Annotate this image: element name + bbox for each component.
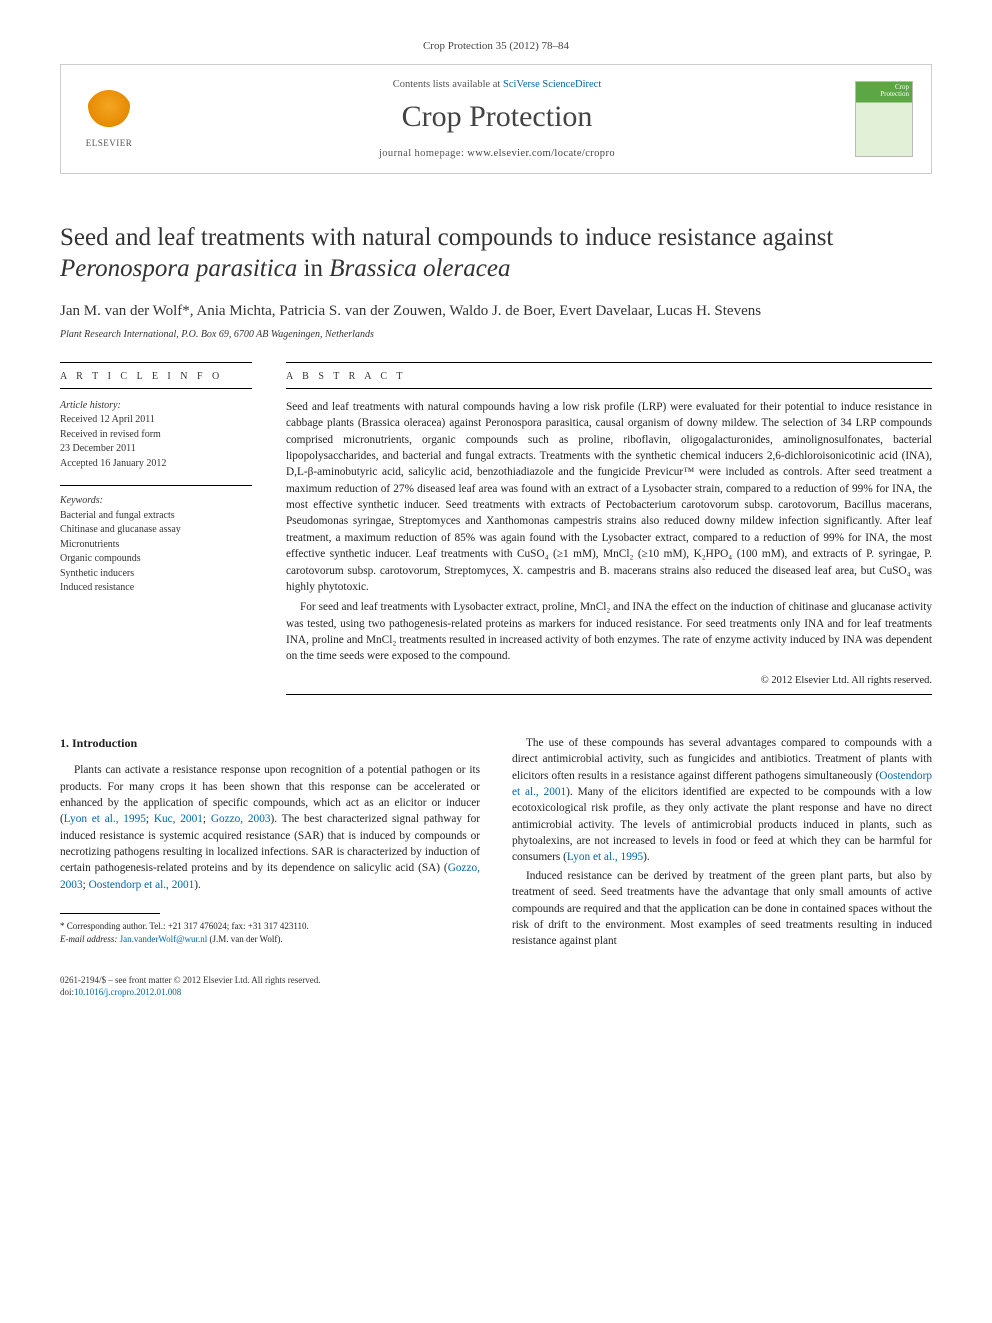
body-columns: 1. Introduction Plants can activate a re…: [60, 735, 932, 952]
keyword-3: Micronutrients: [60, 538, 252, 553]
doi-line: doi:10.1016/j.cropro.2012.01.008: [60, 986, 932, 999]
revised-line-2: 23 December 2011: [60, 442, 252, 457]
section-1-heading: 1. Introduction: [60, 735, 480, 752]
history-label: Article history:: [60, 399, 252, 414]
intro-p1-c: ;: [203, 813, 211, 825]
journal-name: Crop Protection: [139, 100, 855, 134]
ref-kuc-2001[interactable]: Kuc, 2001: [154, 813, 203, 825]
info-abstract-row: A R T I C L E I N F O Article history: R…: [60, 362, 932, 695]
title-part-1: Seed and leaf treatments with natural co…: [60, 224, 833, 251]
intro-p2-c: ).: [643, 851, 650, 863]
abstract-text: Seed and leaf treatments with natural co…: [286, 399, 932, 665]
title-species-2: Brassica oleracea: [329, 255, 510, 282]
homepage-link[interactable]: www.elsevier.com/locate/cropro: [467, 148, 615, 159]
intro-p3: Induced resistance can be derived by tre…: [512, 868, 932, 950]
homepage-prefix: journal homepage:: [379, 148, 467, 159]
corr-fax: +31 317 423110.: [248, 921, 309, 931]
homepage-line: journal homepage: www.elsevier.com/locat…: [139, 148, 855, 159]
abstract-end-rule: [286, 694, 932, 695]
left-column: 1. Introduction Plants can activate a re…: [60, 735, 480, 952]
received-line: Received 12 April 2011: [60, 413, 252, 428]
ref-lyon-1995[interactable]: Lyon et al., 1995: [64, 813, 146, 825]
sciencedirect-link[interactable]: SciVerse ScienceDirect: [503, 79, 601, 90]
publisher-name: ELSEVIER: [86, 138, 133, 148]
contents-lists-line: Contents lists available at SciVerse Sci…: [139, 79, 855, 90]
corr-fax-label: ; fax:: [227, 921, 248, 931]
keywords-label: Keywords:: [60, 494, 252, 509]
journal-header-card: ELSEVIER Contents lists available at Sci…: [60, 64, 932, 174]
ref-gozzo-2003-a[interactable]: Gozzo, 2003: [211, 813, 271, 825]
front-matter-line: 0261-2194/$ – see front matter © 2012 El…: [60, 974, 932, 987]
affiliation-line: Plant Research International, P.O. Box 6…: [60, 329, 932, 340]
keyword-4: Organic compounds: [60, 552, 252, 567]
title-part-2: in: [297, 255, 329, 282]
footer-meta: 0261-2194/$ – see front matter © 2012 El…: [60, 974, 932, 999]
abstract-p2: For seed and leaf treatments with Lysoba…: [286, 599, 932, 665]
doi-label: doi:: [60, 987, 74, 997]
journal-cover-thumbnail[interactable]: Crop Protection: [855, 81, 913, 157]
corresponding-author-footnote: * Corresponding author. Tel.: +21 317 47…: [60, 920, 480, 945]
ref-lyon-1995-b[interactable]: Lyon et al., 1995: [567, 851, 643, 863]
email-label: E-mail address:: [60, 934, 120, 944]
title-species-1: Peronospora parasitica: [60, 255, 297, 282]
revised-line-1: Received in revised form: [60, 428, 252, 443]
article-history-block: Article history: Received 12 April 2011 …: [60, 399, 252, 472]
contents-prefix: Contents lists available at: [393, 79, 503, 90]
abstract-p1: Seed and leaf treatments with natural co…: [286, 399, 932, 596]
intro-p2: The use of these compounds has several a…: [512, 735, 932, 866]
elsevier-logo[interactable]: ELSEVIER: [79, 84, 139, 154]
keyword-5: Synthetic inducers: [60, 567, 252, 582]
corr-label: * Corresponding author. Tel.:: [60, 921, 168, 931]
keywords-block: Keywords: Bacterial and fungal extracts …: [60, 494, 252, 596]
ref-oostendorp-2001-a[interactable]: Oostendorp et al., 2001: [89, 879, 195, 891]
corr-email-link[interactable]: Jan.vanderWolf@wur.nl: [120, 934, 208, 944]
right-column: The use of these compounds has several a…: [512, 735, 932, 952]
doi-link[interactable]: 10.1016/j.cropro.2012.01.008: [74, 987, 181, 997]
keyword-6: Induced resistance: [60, 581, 252, 596]
header-center: Contents lists available at SciVerse Sci…: [139, 79, 855, 159]
abstract-column: A B S T R A C T Seed and leaf treatments…: [286, 362, 932, 695]
authors-line: Jan M. van der Wolf*, Ania Michta, Patri…: [60, 301, 932, 321]
elsevier-tree-icon: [86, 90, 132, 136]
abstract-copyright: © 2012 Elsevier Ltd. All rights reserved…: [286, 675, 932, 686]
cover-title: Crop Protection: [880, 84, 909, 99]
email-who: (J.M. van der Wolf).: [207, 934, 282, 944]
citation-bar: Crop Protection 35 (2012) 78–84: [60, 40, 932, 52]
keyword-1: Bacterial and fungal extracts: [60, 509, 252, 524]
info-divider: [60, 485, 252, 486]
intro-p2-a: The use of these compounds has several a…: [512, 737, 932, 782]
keyword-2: Chitinase and glucanase assay: [60, 523, 252, 538]
article-info-column: A R T I C L E I N F O Article history: R…: [60, 362, 252, 695]
footnote-rule: [60, 913, 160, 914]
corr-tel: +21 317 476024: [168, 921, 227, 931]
intro-p1-b: ;: [146, 813, 154, 825]
cover-title-2: Protection: [880, 90, 909, 98]
intro-p1-f: ).: [194, 879, 201, 891]
article-info-head: A R T I C L E I N F O: [60, 362, 252, 389]
abstract-head: A B S T R A C T: [286, 362, 932, 389]
intro-p1: Plants can activate a resistance respons…: [60, 762, 480, 893]
article-title: Seed and leaf treatments with natural co…: [60, 222, 932, 285]
accepted-line: Accepted 16 January 2012: [60, 457, 252, 472]
